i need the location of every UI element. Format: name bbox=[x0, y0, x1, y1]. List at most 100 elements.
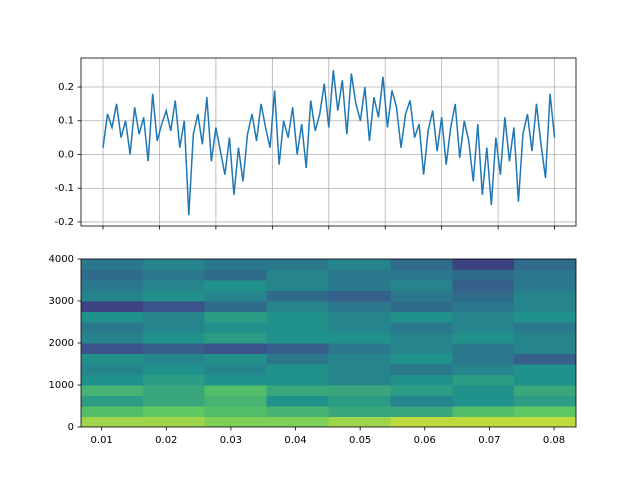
spectrogram-cell bbox=[143, 364, 205, 375]
spectrogram-cell bbox=[81, 280, 144, 291]
spectrogram-cell bbox=[143, 395, 205, 407]
spectrogram-cell bbox=[81, 322, 144, 333]
spectrogram-cell bbox=[143, 374, 205, 386]
x-tick-label: 0.05 bbox=[349, 435, 371, 446]
spectrogram-cell bbox=[513, 364, 576, 375]
spectrogram-cell bbox=[143, 332, 205, 344]
spectrogram-cell bbox=[452, 269, 515, 281]
spectrogram-cell bbox=[328, 343, 392, 354]
spectrogram-cell bbox=[390, 322, 454, 333]
spectrogram-cell bbox=[328, 374, 392, 386]
spectrogram-cell bbox=[204, 332, 267, 344]
y-tick-label: 0.1 bbox=[58, 116, 74, 127]
y-tick-label: 4000 bbox=[49, 254, 74, 265]
spectrogram-cell bbox=[204, 290, 267, 302]
spectrogram-cell bbox=[143, 290, 205, 302]
spectrogram-cell bbox=[452, 332, 515, 344]
y-tick-label: 3000 bbox=[49, 296, 74, 307]
spectrogram-cell bbox=[81, 385, 144, 396]
spectrogram-cell bbox=[452, 343, 515, 354]
x-tick-label: 0.08 bbox=[543, 435, 565, 446]
x-tick-label: 0.03 bbox=[220, 435, 242, 446]
spectrogram-cell bbox=[390, 364, 454, 375]
spectrogram-cell bbox=[328, 269, 392, 281]
x-tick-label: 0.06 bbox=[414, 435, 436, 446]
spectrogram-cell bbox=[204, 322, 267, 333]
spectrogram-cell bbox=[204, 259, 267, 270]
spectrogram-cell bbox=[143, 259, 205, 270]
spectrogram-cell bbox=[328, 385, 392, 396]
spectrogram-cell bbox=[452, 416, 515, 427]
spectrogram-cell bbox=[328, 332, 392, 344]
spectrogram-cell bbox=[204, 385, 267, 396]
spectrogram-cell bbox=[390, 259, 454, 270]
spectrogram-cell bbox=[266, 385, 329, 396]
spectrogram-cell bbox=[328, 364, 392, 375]
spectrogram-cell bbox=[513, 259, 576, 270]
spectrogram-cell bbox=[266, 332, 329, 344]
spectrogram-cell bbox=[204, 364, 267, 375]
spectrogram-cell bbox=[328, 311, 392, 323]
spectrogram-cell bbox=[266, 374, 329, 386]
spectrogram-cell bbox=[266, 290, 329, 302]
spectrogram-cell bbox=[266, 416, 329, 427]
spectrogram-cell bbox=[390, 374, 454, 386]
spectrogram-cell bbox=[328, 395, 392, 407]
spectrogram-cell bbox=[513, 280, 576, 291]
spectrogram-cell bbox=[452, 385, 515, 396]
spectrogram-cell bbox=[204, 311, 267, 323]
spectrogram-cell bbox=[513, 374, 576, 386]
spectrogram-cell bbox=[204, 353, 267, 365]
spectrogram-cell bbox=[81, 259, 144, 270]
spectrogram-cell bbox=[513, 311, 576, 323]
spectrogram-cell bbox=[328, 290, 392, 302]
spectrogram-cell bbox=[266, 301, 329, 312]
spectrogram-cell bbox=[266, 280, 329, 291]
spectrogram-cell bbox=[452, 374, 515, 386]
spectrogram-cell bbox=[452, 364, 515, 375]
spectrogram-cell bbox=[452, 311, 515, 323]
spectrogram-cell bbox=[81, 374, 144, 386]
spectrogram-cell bbox=[204, 280, 267, 291]
spectrogram-cell bbox=[452, 290, 515, 302]
spectrogram-cell bbox=[143, 343, 205, 354]
spectrogram-cell bbox=[143, 311, 205, 323]
spectrogram-cell bbox=[266, 269, 329, 281]
spectrogram-cell bbox=[513, 406, 576, 417]
spectrogram-cell bbox=[513, 269, 576, 281]
y-tick-label: 0.2 bbox=[58, 82, 74, 93]
x-tick-label: 0.07 bbox=[478, 435, 500, 446]
spectrogram-cell bbox=[328, 280, 392, 291]
data-line bbox=[102, 70, 556, 216]
spectrogram-cell bbox=[204, 416, 267, 427]
x-tick-label: 0.01 bbox=[91, 435, 113, 446]
spectrogram-cell bbox=[513, 301, 576, 312]
spectrogram-cell bbox=[81, 290, 144, 302]
spectrogram-cell bbox=[266, 406, 329, 417]
spectrogram-cell bbox=[390, 280, 454, 291]
spectrogram-cell bbox=[81, 364, 144, 375]
spectrogram-cell bbox=[204, 269, 267, 281]
y-tick-label: 2000 bbox=[49, 338, 74, 349]
spectrogram-cell bbox=[328, 353, 392, 365]
spectrogram-cell bbox=[204, 301, 267, 312]
spectrogram-cell bbox=[81, 311, 144, 323]
spectrogram-cell bbox=[204, 406, 267, 417]
spectrogram-cell bbox=[513, 322, 576, 333]
spectrogram-cell bbox=[328, 322, 392, 333]
spectrogram-cell bbox=[513, 395, 576, 407]
spectrogram-cell bbox=[81, 353, 144, 365]
y-tick-label: -0.1 bbox=[54, 183, 74, 194]
spectrogram-cell bbox=[328, 406, 392, 417]
spectrogram-cell bbox=[390, 353, 454, 365]
spectrogram-cell bbox=[81, 406, 144, 417]
spectrogram-cell bbox=[390, 416, 454, 427]
spectrogram-cell bbox=[266, 343, 329, 354]
spectrogram-cell bbox=[390, 269, 454, 281]
spectrogram-cell bbox=[513, 416, 576, 427]
spectrogram-cell bbox=[452, 301, 515, 312]
spectrogram-cell bbox=[452, 280, 515, 291]
spectrogram-cell bbox=[81, 301, 144, 312]
spectrogram-cell bbox=[452, 322, 515, 333]
